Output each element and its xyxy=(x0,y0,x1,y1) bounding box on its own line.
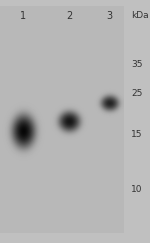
Text: kDa: kDa xyxy=(131,11,149,20)
Text: 1: 1 xyxy=(20,11,26,21)
Text: 3: 3 xyxy=(106,11,112,21)
Text: 2: 2 xyxy=(66,11,72,21)
Text: 15: 15 xyxy=(131,130,143,139)
Text: 10: 10 xyxy=(131,185,143,194)
Text: 25: 25 xyxy=(131,89,143,98)
Text: 35: 35 xyxy=(131,60,143,69)
